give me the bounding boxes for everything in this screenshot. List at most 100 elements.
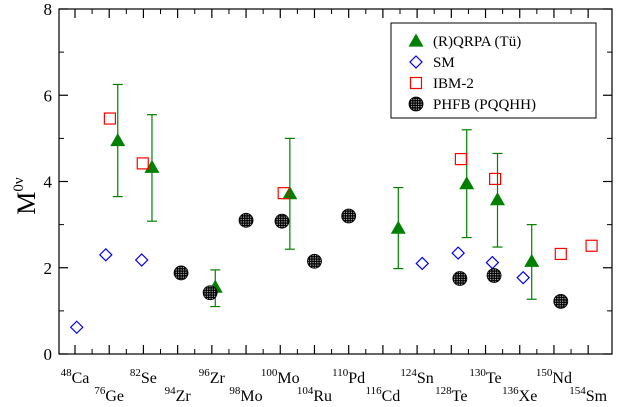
- data-point-diamond: [98, 247, 113, 262]
- data-point-dotted-circle: [486, 268, 502, 283]
- data-point-square: [136, 157, 149, 170]
- isotope-element: Se: [141, 370, 157, 387]
- isotope-element: Nd: [552, 370, 572, 387]
- data-point-dotted-circle: [274, 213, 290, 229]
- legend-box: [390, 22, 597, 119]
- isotope-mass: 98: [229, 385, 241, 397]
- isotope-mass: 82: [130, 367, 141, 379]
- legend-entry-triangle: (R)QRPA (Tü): [408, 33, 521, 50]
- legend-marker-square: [409, 76, 423, 90]
- data-point-dotted-circle: [452, 271, 468, 286]
- isotope-mass: 128: [435, 385, 452, 397]
- isotope-label-116cd: 116Cd: [366, 385, 401, 405]
- data-point-triangle: [459, 176, 475, 190]
- legend: (R)QRPA (Tü) SM IBM-2 PHFB (PQQHH): [390, 22, 597, 119]
- legend-label: IBM-2: [433, 76, 474, 92]
- isotope-mass: 124: [400, 367, 417, 379]
- isotope-mass: 150: [536, 367, 553, 379]
- data-point-triangle: [390, 220, 406, 234]
- data-point-square: [277, 187, 290, 200]
- data-point-diamond: [451, 246, 466, 260]
- data-point-square: [454, 152, 467, 166]
- data-point-square: [103, 112, 116, 125]
- data-point-dotted-circle: [341, 208, 357, 224]
- series-triangle: [110, 83, 540, 308]
- isotope-mass: 130: [469, 367, 486, 379]
- y-tick-label: 0: [44, 345, 53, 364]
- series-layer: [69, 83, 598, 335]
- legend-entry-square: IBM-2: [409, 76, 474, 92]
- isotope-element: Cd: [382, 388, 401, 405]
- data-point-square: [489, 172, 502, 186]
- data-point-square: [554, 247, 567, 261]
- isotope-label-48ca: 48Ca: [61, 367, 90, 387]
- isotope-element: Sn: [417, 370, 434, 387]
- isotope-element: Mo: [277, 370, 299, 387]
- isotope-mass: 76: [94, 385, 106, 397]
- isotope-mass: 110: [332, 367, 349, 379]
- isotope-element: Zr: [176, 388, 192, 405]
- data-point-dotted-circle: [553, 293, 569, 309]
- isotope-mass: 154: [569, 385, 586, 397]
- isotope-label-136xe: 136Xe: [502, 385, 537, 405]
- data-point-dotted-circle: [173, 265, 189, 281]
- legend-marker-triangle: [408, 33, 424, 47]
- isotope-element: Ru: [313, 388, 332, 405]
- isotope-label-96zr: 96Zr: [199, 367, 226, 387]
- data-point-triangle: [282, 186, 298, 200]
- isotope-label-104ru: 104Ru: [297, 385, 332, 405]
- isotope-label-124sn: 124Sn: [400, 367, 433, 387]
- isotope-mass: 100: [261, 367, 278, 379]
- series-dotted-circle: [173, 208, 569, 309]
- series-diamond: [69, 246, 531, 335]
- legend-entry-diamond: SM: [409, 55, 455, 71]
- isotope-element: Xe: [519, 388, 538, 405]
- isotope-label-98mo: 98Mo: [229, 385, 262, 405]
- isotope-mass: 94: [165, 385, 177, 397]
- series-square: [103, 112, 598, 261]
- legend-marker-diamond: [409, 55, 423, 69]
- y-tick-label: 8: [44, 0, 53, 19]
- isotope-label-94zr: 94Zr: [165, 385, 192, 405]
- data-point-diamond: [485, 255, 500, 270]
- isotope-label-82se: 82Se: [130, 367, 157, 387]
- y-tick-label: 6: [44, 86, 53, 105]
- isotope-mass: 48: [61, 367, 73, 379]
- isotope-label-154sm: 154Sm: [569, 385, 607, 405]
- data-point-dotted-circle: [238, 212, 254, 228]
- data-point-dotted-circle: [307, 253, 322, 269]
- isotope-mass: 104: [297, 385, 314, 397]
- legend-entry-dotted-circle: PHFB (PQQHH): [408, 96, 536, 113]
- isotope-label-110pd: 110Pd: [332, 367, 365, 387]
- isotope-label-100mo: 100Mo: [261, 367, 300, 387]
- y-tick-label: 4: [44, 173, 53, 192]
- data-point-triangle: [110, 133, 126, 147]
- legend-label: SM: [433, 55, 455, 71]
- legend-marker-dotted-circle: [408, 96, 424, 112]
- isotope-mass: 116: [366, 385, 383, 397]
- axes: 0246848Ca76Ge82Se94Zr96Zr98Mo100Mo104Ru1…: [44, 0, 612, 405]
- y-axis-label: M0ν: [11, 177, 41, 215]
- isotope-element: Pd: [348, 370, 365, 387]
- isotope-label-76ge: 76Ge: [94, 385, 124, 405]
- data-point-square: [585, 239, 598, 252]
- isotope-mass: 136: [502, 385, 519, 397]
- isotope-label-130te: 130Te: [469, 367, 501, 387]
- data-point-triangle: [490, 192, 505, 206]
- isotope-element: Zr: [210, 370, 226, 387]
- isotope-element: Ge: [105, 388, 124, 405]
- data-point-dotted-circle: [202, 285, 218, 301]
- data-point-triangle: [144, 159, 160, 173]
- isotope-label-128te: 128Te: [435, 385, 467, 405]
- isotope-element: Sm: [586, 388, 608, 405]
- isotope-element: Mo: [240, 388, 262, 405]
- y-tick-label: 2: [44, 259, 53, 278]
- legend-label: (R)QRPA (Tü): [433, 34, 521, 50]
- isotope-element: Ca: [72, 370, 90, 387]
- data-point-diamond: [516, 270, 531, 285]
- isotope-element: Te: [452, 388, 468, 405]
- isotope-element: Te: [486, 370, 502, 387]
- data-point-diamond: [69, 320, 84, 335]
- isotope-mass: 96: [199, 367, 211, 379]
